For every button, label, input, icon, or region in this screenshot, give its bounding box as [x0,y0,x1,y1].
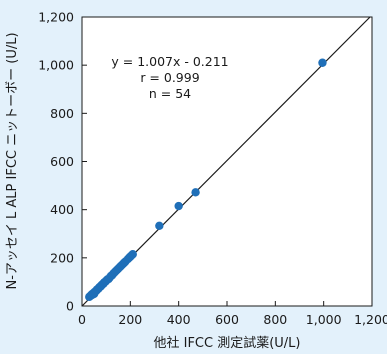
y-tick-label: 1,200 [38,10,74,25]
y-tick-label: 400 [50,202,74,217]
y-tick-label: 800 [50,106,74,121]
x-tick-label: 600 [215,312,239,327]
x-tick-label: 1,200 [354,312,387,327]
data-point [191,188,200,197]
data-point [89,289,99,299]
y-tick-label: 200 [50,250,74,265]
correlation-coefficient: r = 0.999 [140,70,199,85]
data-point [155,221,164,231]
y-axis-title: N-アッセイ L ALP IFCC ニットーボー (U/L) [5,32,20,289]
x-axis-title: 他社 IFCC 測定試薬(U/L) [153,335,300,351]
data-point [318,58,327,67]
x-tick-label: 200 [118,312,142,327]
x-tick-label: 400 [167,312,191,327]
sample-count: n = 54 [149,86,191,101]
y-tick-label: 600 [50,154,74,169]
x-tick-label: 800 [263,312,287,327]
y-tick-label: 1,000 [38,58,74,73]
regression-equation: y = 1.007x - 0.211 [111,54,228,69]
data-point [128,250,137,259]
y-tick-label: 0 [66,299,74,314]
data-point [174,201,183,211]
x-tick-label: 1,000 [306,312,342,327]
x-tick-label: 0 [78,312,86,327]
annotation-box: y = 1.007x - 0.211 r = 0.999 n = 54 [111,54,228,101]
